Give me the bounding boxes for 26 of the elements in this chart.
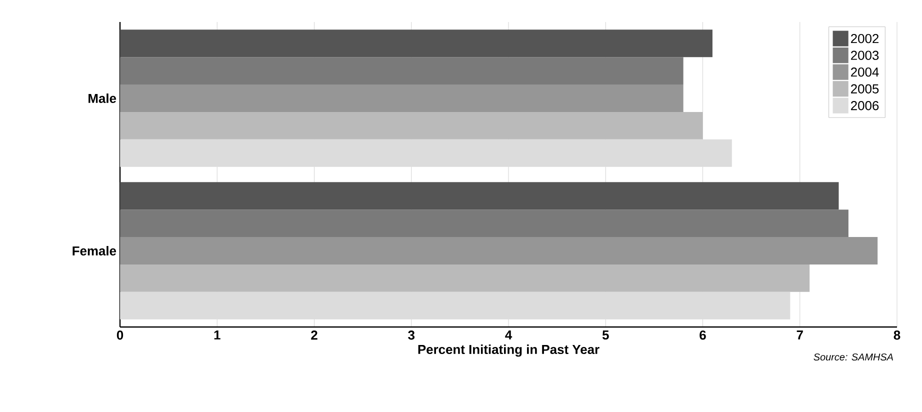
- source-note: Source: SAMHSA: [814, 353, 893, 361]
- x-tick-label: 0: [116, 330, 124, 340]
- x-tick-label: 5: [602, 330, 609, 340]
- bar: [120, 30, 712, 58]
- x-tick-label: 1: [214, 330, 220, 340]
- bar: [120, 237, 878, 264]
- x-tick-label: 4: [505, 330, 512, 340]
- bar: [120, 210, 848, 238]
- legend-label: 2005: [851, 84, 879, 94]
- bar: [120, 292, 790, 320]
- legend-label: 2003: [851, 50, 879, 60]
- legend-label: 2004: [851, 68, 879, 77]
- bar: [120, 182, 839, 210]
- legend-label: 2002: [851, 34, 879, 44]
- x-tick-label: 8: [894, 330, 900, 340]
- bar: [120, 57, 684, 85]
- x-tick-label: 7: [796, 330, 803, 340]
- x-tick-label: 3: [408, 330, 415, 340]
- y-tick-label: Female: [72, 246, 116, 256]
- x-axis-title: Percent Initiating in Past Year: [418, 344, 600, 357]
- x-tick-label: 2: [311, 330, 318, 340]
- y-tick-label: Male: [88, 93, 116, 104]
- x-tick-label: 6: [700, 330, 706, 340]
- bar: [120, 139, 732, 167]
- legend-label: 2006: [851, 101, 879, 110]
- bar: [120, 84, 684, 112]
